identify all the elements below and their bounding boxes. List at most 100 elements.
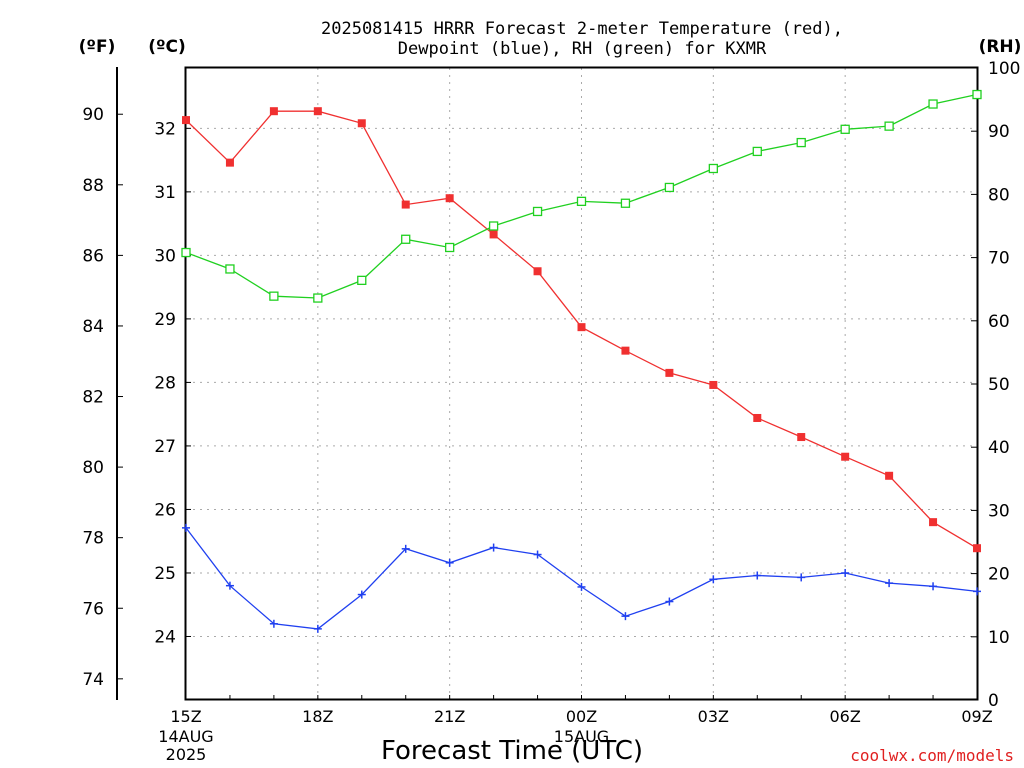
temperature-point <box>182 116 190 125</box>
celsius-tick-label: 31 <box>154 183 176 203</box>
rh-point <box>840 124 850 134</box>
dewpoint-point <box>401 544 410 553</box>
fahrenheit-tick-label: 76 <box>82 599 104 619</box>
date-tick-label: 15AUG <box>554 727 609 746</box>
celsius-unit-label: (ºC) <box>148 37 186 57</box>
date-tick-label: 2025 <box>166 745 207 764</box>
rh-point <box>884 121 894 131</box>
rh-unit-label: (RH) <box>979 37 1022 57</box>
celsius-tick-label: 30 <box>154 246 176 266</box>
temperature-point <box>665 368 674 377</box>
rh-tick-label: 10 <box>988 628 1010 648</box>
dewpoint-point <box>753 571 762 580</box>
temperature-point <box>489 230 498 239</box>
fahrenheit-tick-label: 84 <box>82 317 104 337</box>
fahrenheit-tick-label: 86 <box>82 246 104 266</box>
temperature-point <box>885 471 894 480</box>
rh-tick-label: 50 <box>988 375 1010 395</box>
time-tick-label: 09Z <box>961 707 992 726</box>
dewpoint-point <box>973 587 981 596</box>
fahrenheit-tick-label: 90 <box>82 105 104 125</box>
rh-point <box>313 293 323 303</box>
rh-point <box>620 198 631 208</box>
celsius-tick-label: 28 <box>154 373 176 393</box>
temperature-point <box>709 380 718 389</box>
celsius-tick-label: 25 <box>154 564 176 584</box>
dewpoint-point <box>709 575 718 584</box>
temperature-point <box>797 433 806 442</box>
fahrenheit-tick-label: 80 <box>82 458 104 478</box>
date-tick-label: 14AUG <box>158 727 213 746</box>
rh-point <box>708 163 718 174</box>
chart-title-line-2: Dewpoint (blue), RH (green) for KXMR <box>398 39 767 59</box>
dewpoint-point <box>489 543 498 552</box>
rh-point <box>928 99 938 109</box>
axis-labels: 24 25 26 27 28 29 30 31 32 74 76 78 80 82 84 86 88 90 0 10 2… <box>82 59 1020 764</box>
time-tick-label: 15Z <box>170 707 201 726</box>
rh-tick-label: 90 <box>988 122 1010 142</box>
rh-point <box>401 234 411 244</box>
rh-point <box>225 264 235 274</box>
rh-point <box>532 206 543 217</box>
rh-point <box>445 242 455 253</box>
rh-tick-label: 80 <box>988 185 1010 205</box>
dewpoint-point <box>621 612 630 621</box>
grid-lines <box>186 68 977 700</box>
temperature-point <box>401 200 410 209</box>
temperature-point <box>533 267 542 276</box>
temperature-point <box>929 518 938 527</box>
dewpoint-point <box>885 579 894 588</box>
rh-tick-label: 20 <box>988 565 1010 585</box>
dewpoint-point <box>797 573 806 582</box>
rh-tick-label: 30 <box>988 501 1010 521</box>
temperature-point <box>357 119 366 128</box>
dewpoint-point <box>445 558 454 567</box>
dewpoint-point <box>577 582 586 591</box>
rh-point <box>269 291 279 301</box>
celsius-tick-label: 32 <box>154 119 176 139</box>
temperature-point <box>577 323 586 332</box>
temperature-point <box>445 194 454 203</box>
temperature-point <box>973 544 981 553</box>
dewpoint-point <box>225 581 234 590</box>
rh-point <box>488 221 499 231</box>
time-tick-label: 06Z <box>830 707 861 726</box>
dewpoint-point <box>269 619 278 628</box>
series-group <box>181 89 982 633</box>
celsius-tick-label: 29 <box>154 310 176 330</box>
rh-tick-label: 70 <box>988 249 1010 269</box>
rh-point <box>664 182 675 193</box>
dewpoint-point <box>313 624 322 633</box>
dewpoint-point <box>357 590 366 599</box>
rh-point <box>576 196 587 207</box>
rh-tick-label: 60 <box>988 312 1010 332</box>
rh-tick-label: 0 <box>988 691 999 711</box>
rh-point <box>796 137 806 148</box>
temperature-point <box>753 413 762 422</box>
time-tick-label: 18Z <box>302 707 333 726</box>
fahrenheit-tick-label: 78 <box>82 529 104 549</box>
temperature-point <box>313 107 322 116</box>
fahrenheit-tick-label: 74 <box>82 670 104 690</box>
time-tick-label: 03Z <box>698 707 729 726</box>
rh-point <box>357 275 367 286</box>
dewpoint-point <box>533 550 542 559</box>
dewpoint-point <box>841 568 850 577</box>
celsius-tick-label: 26 <box>154 500 176 520</box>
rh-tick-label: 40 <box>988 438 1010 458</box>
temperature-point <box>621 346 630 355</box>
fahrenheit-tick-label: 88 <box>82 176 104 196</box>
temperature-point <box>269 107 278 116</box>
dewpoint-line <box>185 527 978 630</box>
dewpoint-point <box>182 523 190 532</box>
rh-point <box>972 89 982 100</box>
celsius-tick-label: 24 <box>154 627 176 647</box>
temperature-point <box>841 452 850 461</box>
rh-point <box>181 247 191 258</box>
rh-point <box>752 146 762 157</box>
celsius-tick-label: 27 <box>154 437 176 457</box>
fahrenheit-unit-label: (ºF) <box>79 37 116 57</box>
x-axis-title: Forecast Time (UTC) <box>381 736 643 766</box>
rh-tick-label: 100 <box>988 59 1020 79</box>
fahrenheit-tick-label: 82 <box>82 388 104 408</box>
